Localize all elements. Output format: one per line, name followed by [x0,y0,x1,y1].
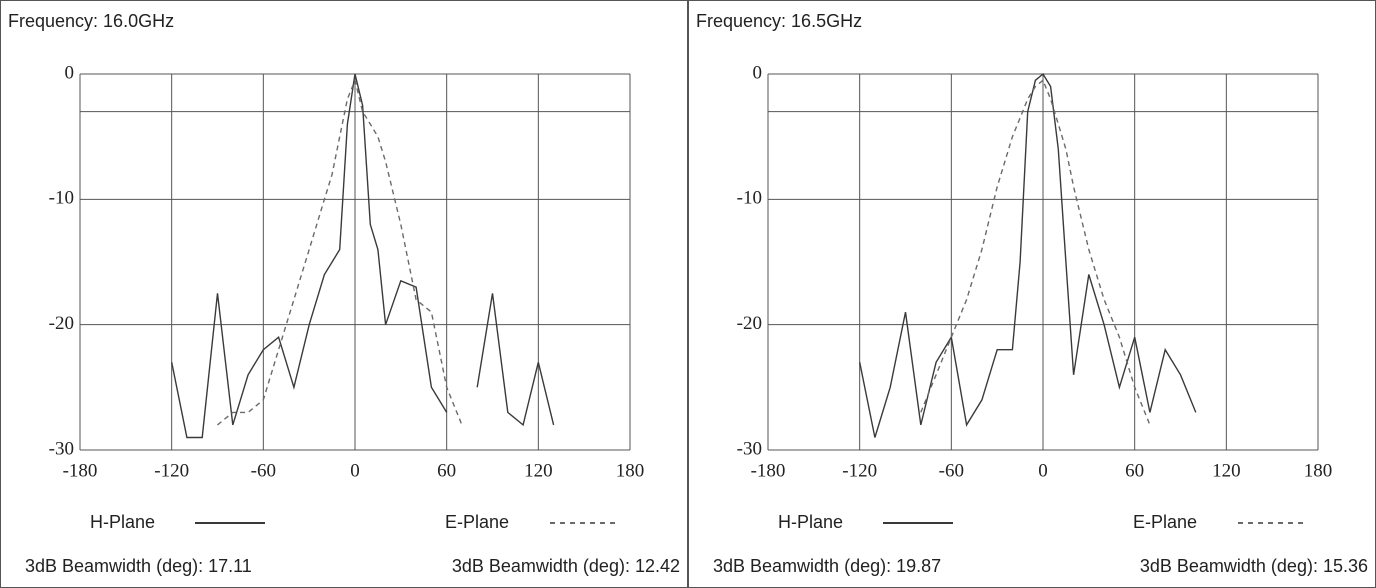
series-line [217,78,463,426]
series-line [476,293,555,427]
x-tick-label: -180 [751,460,786,481]
legend-label: E-Plane [445,512,509,532]
panel-border [0,0,688,588]
beamwidth-annotation: 3dB Beamwidth (deg): 12.42 [452,556,680,576]
x-tick-label: 0 [350,460,360,481]
x-tick-label: -180 [63,460,98,481]
x-tick-label: 180 [1304,460,1333,481]
beamwidth-annotation: 3dB Beamwidth (deg): 17.11 [25,556,252,576]
x-tick-label: 120 [524,460,553,481]
y-tick-label: -30 [49,438,74,459]
legend-label: E-Plane [1133,512,1197,532]
x-tick-label: -60 [939,460,964,481]
beamwidth-annotation: 3dB Beamwidth (deg): 19.87 [713,556,941,576]
y-tick-label: -20 [737,313,762,334]
x-tick-label: 60 [1125,460,1144,481]
x-tick-label: 180 [616,460,645,481]
y-tick-label: -10 [737,188,762,209]
chart-title: Frequency: 16.0GHz [8,11,174,31]
legend-label: H-Plane [90,512,155,532]
legend-label: H-Plane [778,512,843,532]
x-tick-label: -60 [251,460,276,481]
y-tick-label: 0 [65,62,75,83]
series-line [859,72,1197,438]
beamwidth-annotation: 3dB Beamwidth (deg): 15.36 [1140,556,1368,576]
y-tick-label: 0 [753,62,763,83]
x-tick-label: 120 [1212,460,1241,481]
x-tick-label: 0 [1038,460,1048,481]
series-line [171,73,448,439]
x-tick-label: 60 [437,460,456,481]
y-tick-label: -10 [49,188,74,209]
x-tick-label: -120 [842,460,877,481]
x-tick-label: -120 [154,460,189,481]
series-line [920,79,1151,426]
y-tick-label: -30 [737,438,762,459]
y-tick-label: -20 [49,313,74,334]
chart-title: Frequency: 16.5GHz [696,11,862,31]
panel-border [688,0,1376,588]
